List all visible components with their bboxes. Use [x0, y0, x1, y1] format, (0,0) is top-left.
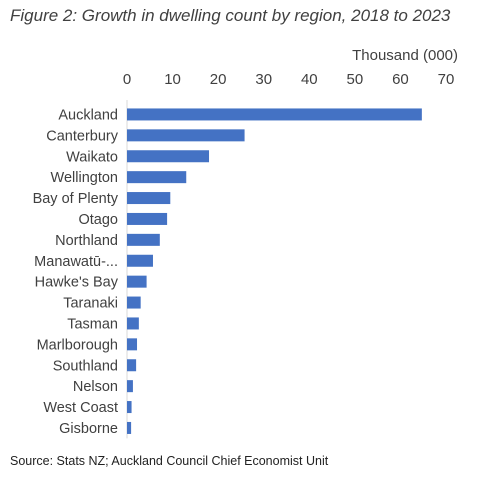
category-label: Marlborough	[37, 337, 118, 353]
bar	[127, 380, 133, 393]
category-label: Otago	[79, 212, 119, 228]
category-label: Nelson	[73, 379, 118, 395]
x-tick-label: 10	[164, 71, 181, 88]
bar	[127, 296, 141, 309]
x-tick-label: 60	[392, 71, 409, 88]
category-label: Auckland	[58, 107, 118, 123]
bar	[127, 275, 147, 288]
bar	[127, 317, 139, 330]
x-tick-label: 20	[210, 71, 227, 88]
x-tick-label: 40	[301, 71, 318, 88]
category-label: Bay of Plenty	[33, 191, 119, 207]
category-label: Manawatū-...	[34, 254, 118, 270]
bar	[127, 150, 210, 163]
bar	[127, 338, 138, 351]
category-label: Waikato	[66, 149, 118, 165]
x-tick-label: 30	[255, 71, 272, 88]
bar-chart: Thousand (000) 0 10 20 30 40 50 60 70 Auckland C…	[33, 47, 458, 439]
source-note: Source: Stats NZ; Auckland Council Chief…	[10, 454, 329, 468]
bar	[127, 254, 153, 267]
x-axis-label: Thousand (000)	[352, 47, 458, 64]
category-label: Taranaki	[63, 296, 118, 312]
bar	[127, 129, 245, 142]
category-label: Hawke's Bay	[35, 275, 119, 291]
category-label: Southland	[53, 358, 118, 374]
bar	[127, 401, 132, 414]
x-tick-label: 50	[347, 71, 364, 88]
bar	[127, 171, 187, 184]
x-tick-label: 0	[123, 71, 131, 88]
bar	[127, 421, 132, 434]
category-label: Gisborne	[59, 421, 118, 437]
bar	[127, 212, 168, 225]
category-label: Canterbury	[46, 128, 118, 144]
bar	[127, 359, 137, 372]
category-label: Wellington	[51, 170, 118, 186]
bar	[127, 233, 160, 246]
bar	[127, 192, 171, 205]
category-label: Tasman	[67, 316, 118, 332]
category-labels: Auckland Canterbury Waikato Wellington Bay o…	[33, 107, 119, 437]
chart-title: Figure 2: Growth in dwelling count by re…	[10, 6, 451, 25]
category-label: West Coast	[43, 400, 118, 416]
x-tick-label: 70	[438, 71, 455, 88]
x-axis-ticks: 0 10 20 30 40 50 60 70	[123, 71, 455, 88]
bar	[127, 108, 422, 121]
bars	[127, 108, 422, 434]
category-label: Northland	[55, 233, 118, 249]
